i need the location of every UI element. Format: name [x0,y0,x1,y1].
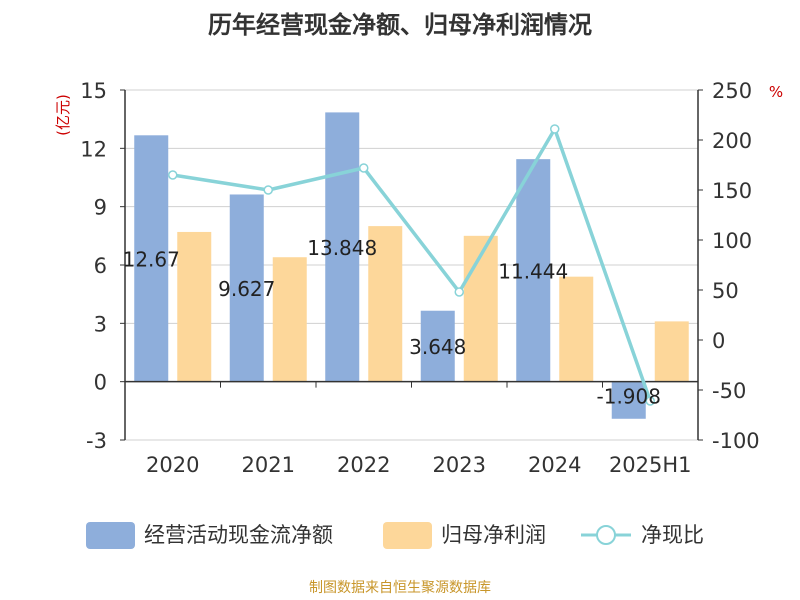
right-tick-label: 0 [712,329,725,353]
right-tick-label: 250 [712,79,752,103]
legend-label-cashflow: 经营活动现金流净额 [144,523,333,547]
bar-cashflow [134,135,169,382]
legend-item-netprofit[interactable]: 归母净利润 [383,522,546,549]
left-tick-label: -3 [86,429,107,453]
bar-value-label: 11.444 [498,259,568,283]
bar-netprofit [559,276,594,382]
bar-cashflow [325,112,360,382]
bar-netprofit [368,226,403,382]
left-axis: 15 12 9 6 3 0 -3 [80,79,125,453]
ratio-point [550,124,560,134]
right-tick-label: -100 [712,429,760,453]
legend-swatch-cashflow [86,522,135,549]
legend-swatch-ratio-marker [596,525,616,545]
x-category-label: 2025H1 [609,453,692,477]
legend-item-ratio[interactable]: 净现比 [581,523,704,547]
ratio-point [168,170,178,180]
left-tick-label: 6 [94,254,107,278]
bar-value-label: 13.848 [307,236,377,260]
bar-cashflow [611,381,646,419]
bar-netprofit [654,321,689,382]
bar-value-label: 12.67 [123,247,180,271]
x-category-label: 2022 [337,453,390,477]
data-labels: 12.67 9.627 13.848 3.648 11.444 -1.908 [123,236,661,409]
legend-label-netprofit: 归母净利润 [441,523,546,547]
bar-value-label: -1.908 [597,385,661,409]
x-axis-labels: 2020 2021 2022 2023 2024 2025H1 [146,453,692,477]
x-category-label: 2020 [146,453,199,477]
bar-netprofit [463,235,498,382]
legend-item-cashflow[interactable]: 经营活动现金流净额 [86,522,333,549]
bar-cashflow [516,159,551,382]
bar-netprofit [177,231,212,382]
right-tick-label: 200 [712,129,752,153]
ratio-point [645,396,655,406]
axes [124,90,699,440]
legend-swatch-netprofit [383,522,432,549]
bar-value-label: 3.648 [409,335,466,359]
right-tick-label: 100 [712,229,752,253]
ratio-point [359,163,369,173]
right-tick-label: -50 [712,379,746,403]
right-axis: 250 200 150 100 50 0 -50 -100 [698,79,760,453]
bars [134,112,689,419]
left-tick-label: 3 [94,312,107,336]
bar-cashflow [420,310,455,382]
left-tick-label: 0 [94,371,107,395]
bar-cashflow [229,194,264,382]
legend: 经营活动现金流净额 归母净利润 净现比 [86,522,704,549]
source-note: 制图数据来自恒生聚源数据库 [309,580,491,596]
line-series [168,124,655,406]
bar-netprofit [272,257,307,382]
ratio-point [263,185,273,195]
legend-label-ratio: 净现比 [641,523,704,547]
right-tick-label: 50 [712,279,739,303]
left-tick-label: 15 [80,79,107,103]
left-tick-label: 9 [94,196,107,220]
x-category-label: 2023 [433,453,486,477]
right-tick-label: 150 [712,179,752,203]
left-axis-unit: (亿元) [54,94,72,136]
x-category-label: 2024 [528,453,581,477]
right-axis-unit: % [769,83,783,101]
x-category-label: 2021 [242,453,295,477]
ratio-point [454,287,464,297]
left-tick-label: 12 [80,137,107,161]
ratio-line [172,127,652,402]
chart-title: 历年经营现金净额、归母净利润情况 [208,11,592,39]
bar-value-label: 9.627 [218,277,275,301]
